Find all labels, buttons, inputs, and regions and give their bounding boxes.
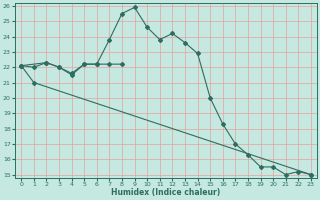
X-axis label: Humidex (Indice chaleur): Humidex (Indice chaleur) xyxy=(111,188,221,197)
